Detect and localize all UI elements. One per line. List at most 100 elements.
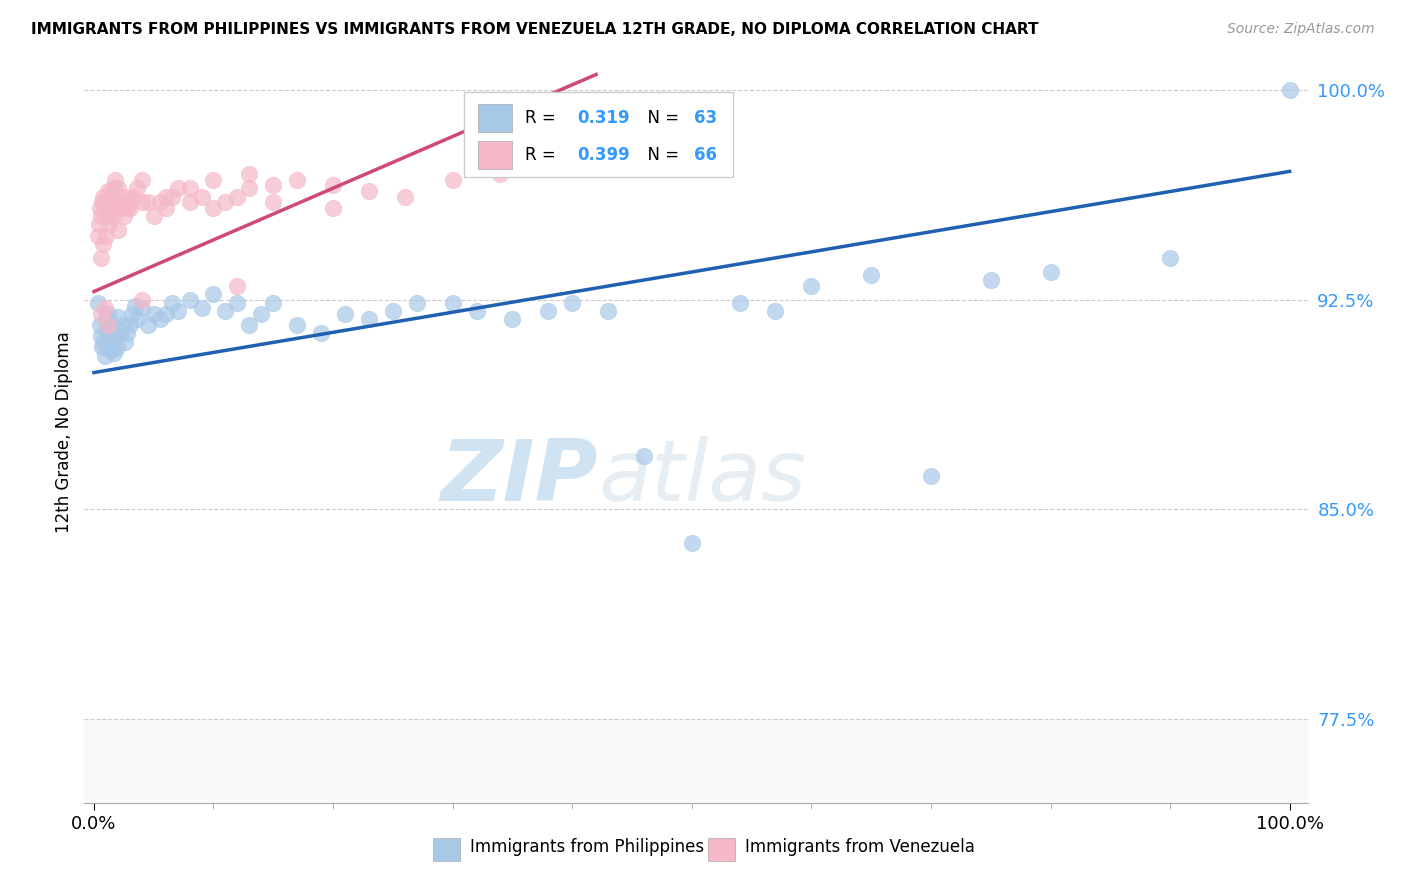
Point: [800, 279, 823, 293]
Point: [98, 209, 121, 223]
Point: [136, 195, 159, 210]
Point: [226, 295, 249, 310]
Point: [405, 295, 427, 310]
Point: [160, 189, 183, 203]
Point: [160, 295, 183, 310]
Point: [166, 304, 188, 318]
Y-axis label: 12th Grade, No Diploma: 12th Grade, No Diploma: [55, 332, 73, 533]
Point: [97, 318, 120, 332]
Text: 63: 63: [693, 109, 717, 127]
Point: [107, 181, 129, 195]
Point: [111, 318, 134, 332]
Point: [860, 268, 883, 282]
Text: R =: R =: [524, 146, 561, 164]
Point: [101, 334, 124, 349]
Point: [633, 450, 655, 464]
Point: [357, 312, 380, 326]
Point: [537, 161, 560, 176]
Bar: [709, 838, 735, 861]
Point: [125, 312, 148, 326]
Point: [98, 326, 121, 341]
Point: [107, 310, 129, 324]
Point: [1039, 265, 1062, 279]
Point: [190, 301, 212, 316]
Text: ZIP: ZIP: [440, 435, 598, 518]
Point: [94, 228, 117, 243]
Point: [155, 307, 177, 321]
Point: [262, 178, 284, 193]
Point: [238, 318, 260, 332]
Point: [381, 304, 404, 318]
Point: [93, 189, 115, 203]
Point: [101, 209, 124, 223]
Point: [117, 201, 139, 215]
Point: [142, 307, 165, 321]
Point: [118, 318, 141, 332]
Bar: [478, 141, 513, 169]
Point: [980, 273, 1002, 287]
Point: [103, 181, 125, 195]
Point: [309, 326, 332, 341]
Point: [166, 181, 188, 195]
Point: [89, 318, 111, 332]
Point: [91, 340, 114, 354]
Point: [322, 201, 344, 215]
Point: [920, 469, 942, 483]
Point: [441, 173, 464, 187]
Point: [93, 349, 115, 363]
Point: [179, 181, 201, 195]
Point: [112, 209, 135, 223]
Point: [190, 189, 212, 203]
Point: [97, 307, 120, 321]
Point: [226, 189, 249, 203]
Point: [142, 209, 165, 223]
Point: [110, 195, 132, 210]
Text: R =: R =: [524, 109, 561, 127]
Point: [90, 209, 112, 223]
Point: [179, 293, 201, 307]
Point: [501, 312, 523, 326]
Point: [114, 189, 136, 203]
Point: [136, 318, 159, 332]
Text: 0.399: 0.399: [578, 146, 630, 164]
Point: [98, 218, 121, 232]
Point: [90, 329, 112, 343]
Point: [104, 329, 127, 343]
Point: [105, 340, 128, 354]
Point: [125, 181, 148, 195]
Point: [131, 195, 153, 210]
Point: [131, 301, 153, 316]
Point: [94, 312, 117, 326]
Point: [1278, 83, 1301, 97]
Text: Source: ZipAtlas.com: Source: ZipAtlas.com: [1227, 22, 1375, 37]
Point: [93, 301, 115, 316]
Point: [104, 173, 127, 187]
Point: [90, 307, 112, 321]
Point: [101, 318, 124, 332]
Text: N =: N =: [637, 109, 685, 127]
Point: [681, 536, 703, 550]
Point: [91, 195, 114, 210]
Point: [131, 293, 153, 307]
Point: [100, 343, 122, 358]
Point: [87, 218, 110, 232]
Point: [117, 326, 139, 341]
Point: [285, 318, 308, 332]
Point: [111, 201, 134, 215]
Point: [86, 295, 108, 310]
Point: [561, 295, 583, 310]
Bar: [433, 838, 460, 861]
Point: [124, 298, 146, 312]
Text: IMMIGRANTS FROM PHILIPPINES VS IMMIGRANTS FROM VENEZUELA 12TH GRADE, NO DIPLOMA : IMMIGRANTS FROM PHILIPPINES VS IMMIGRANT…: [31, 22, 1039, 37]
Point: [105, 195, 128, 210]
FancyBboxPatch shape: [464, 92, 733, 178]
Bar: [478, 103, 513, 132]
Point: [114, 334, 136, 349]
Point: [155, 189, 177, 203]
Point: [110, 326, 132, 341]
Point: [149, 312, 172, 326]
Point: [333, 307, 356, 321]
Point: [103, 346, 125, 360]
Point: [728, 295, 751, 310]
Point: [465, 304, 488, 318]
